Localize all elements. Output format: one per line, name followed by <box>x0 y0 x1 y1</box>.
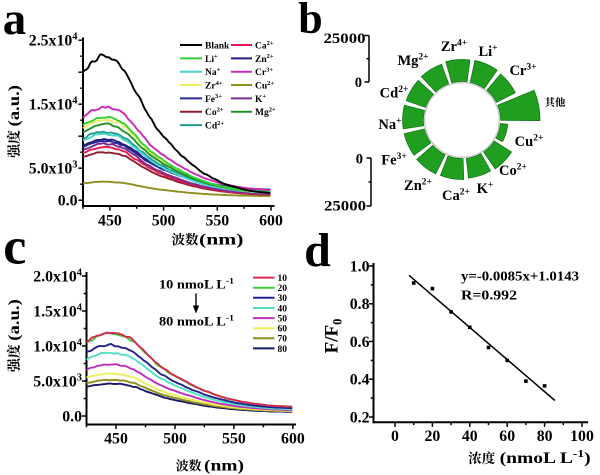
svg-text:1.5x104: 1.5x104 <box>29 96 78 114</box>
svg-text:Cu2+: Cu2+ <box>255 80 274 92</box>
svg-text:5.0x103: 5.0x103 <box>29 160 78 178</box>
svg-text:Na+: Na+ <box>205 67 221 79</box>
svg-text:10: 10 <box>278 274 288 284</box>
svg-text:(nmoL L-1): (nmoL L -1) <box>500 448 591 467</box>
svg-text:25000: 25000 <box>324 31 366 47</box>
svg-text:0.4: 0.4 <box>350 372 370 389</box>
svg-text:600: 600 <box>259 213 283 230</box>
svg-text:30: 30 <box>278 294 288 304</box>
svg-text:600: 600 <box>281 431 305 448</box>
svg-text:80 nmoL L-1: 80 nmoL L -1 <box>159 313 234 329</box>
svg-text:0.2: 0.2 <box>350 409 370 426</box>
svg-text:1.5x104: 1.5x104 <box>33 302 82 320</box>
svg-text:0: 0 <box>391 428 399 445</box>
svg-text:80: 80 <box>537 428 553 445</box>
svg-text:0: 0 <box>355 75 362 91</box>
svg-text:a: a <box>3 0 27 45</box>
svg-text:c: c <box>3 219 26 276</box>
svg-text:R=0.992: R=0.992 <box>461 289 517 304</box>
svg-text:20: 20 <box>425 428 441 445</box>
svg-text:1.0x104: 1.0x104 <box>33 337 82 355</box>
svg-text:100: 100 <box>570 428 594 445</box>
svg-text:10 nmoL L-1: 10 nmoL L -1 <box>159 276 234 292</box>
svg-text:d: d <box>304 224 331 277</box>
svg-text:5.0x103: 5.0x103 <box>33 372 82 390</box>
svg-text:450: 450 <box>104 431 128 448</box>
svg-text:2.5x104: 2.5x104 <box>29 32 78 50</box>
svg-text:500: 500 <box>152 213 176 230</box>
svg-text:70: 70 <box>278 335 288 345</box>
svg-text:450: 450 <box>98 213 122 230</box>
svg-text:Cr3+: Cr3+ <box>255 67 273 79</box>
svg-text:50: 50 <box>278 315 288 325</box>
svg-text:Co2+: Co2+ <box>205 107 224 119</box>
svg-text:40: 40 <box>462 428 478 445</box>
svg-text:Li+: Li+ <box>205 53 218 65</box>
svg-text:0.8: 0.8 <box>350 296 370 313</box>
svg-text:2.0x104: 2.0x104 <box>33 267 82 285</box>
svg-text:60: 60 <box>278 325 288 335</box>
svg-text:40: 40 <box>278 304 288 314</box>
svg-text:b: b <box>298 0 322 43</box>
svg-text:K+: K+ <box>255 93 266 105</box>
svg-text:(a.u.): (a.u.) <box>6 85 23 127</box>
svg-text:Zr4+: Zr4+ <box>205 80 223 92</box>
svg-text:Fe3+: Fe3+ <box>205 93 222 105</box>
svg-text:y=-0.0085x+1.0143: y=-0.0085x+1.0143 <box>461 270 579 285</box>
svg-text:1.0: 1.0 <box>350 258 370 275</box>
svg-text:Zn2+: Zn2+ <box>255 53 274 65</box>
svg-text:20: 20 <box>278 284 288 294</box>
svg-text:Na+: Na+ <box>378 117 401 134</box>
svg-text:80: 80 <box>278 345 288 355</box>
svg-text:F/F0: F/F0 <box>322 319 345 354</box>
svg-text:0.0: 0.0 <box>58 193 78 210</box>
svg-text:0.6: 0.6 <box>350 334 370 351</box>
svg-text:0.0: 0.0 <box>62 408 82 425</box>
svg-text:60: 60 <box>499 428 515 445</box>
svg-text:Mg2+: Mg2+ <box>255 107 276 119</box>
svg-text:0: 0 <box>356 152 363 168</box>
svg-text:Blank: Blank <box>205 41 230 51</box>
svg-text:(nm): (nm) <box>204 457 244 474</box>
svg-text:(nm): (nm) <box>199 231 244 248</box>
svg-text:25000: 25000 <box>324 199 366 215</box>
svg-text:Cd2+: Cd2+ <box>205 120 224 132</box>
svg-text:500: 500 <box>163 431 187 448</box>
svg-text:Ca2+: Ca2+ <box>255 40 274 52</box>
svg-text:550: 550 <box>222 431 246 448</box>
svg-text:550: 550 <box>205 213 229 230</box>
svg-text:(a.u.): (a.u.) <box>6 299 23 341</box>
